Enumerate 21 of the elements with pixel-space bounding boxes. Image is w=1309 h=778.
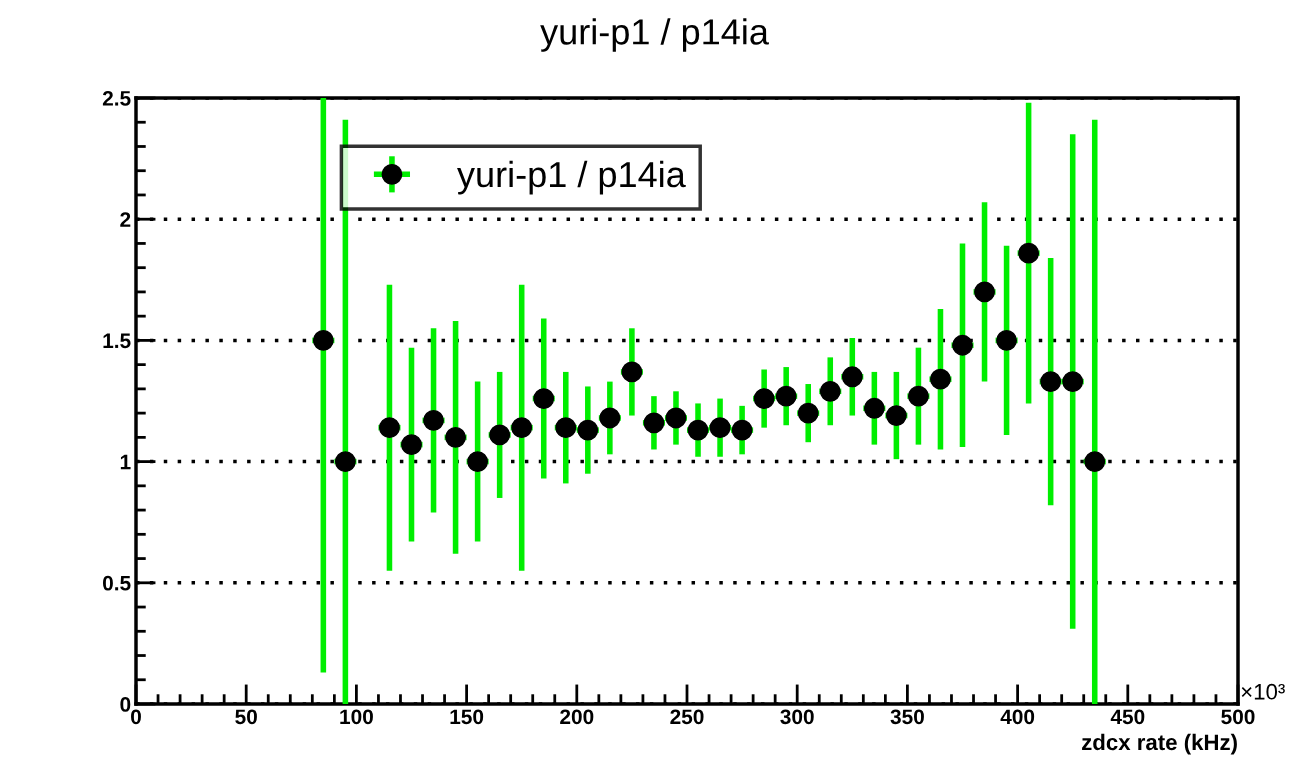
x-tick-label: 400 [1000,709,1035,725]
y-tick-label: 2 [120,212,131,227]
x-tick-label: 0 [131,709,141,725]
legend-label: yuri-p1 / p14ia [457,160,686,195]
chart-title: yuri-p1 / p14ia [540,18,769,52]
x-tick-label: 350 [890,709,924,725]
y-tick-label: 0 [120,697,131,712]
x-tick-label: 250 [670,709,704,725]
y-tick-label: 1.5 [103,333,131,349]
x-tick-label: 50 [235,709,257,725]
x-axis-title: zdcx rate (kHz) [1082,733,1237,755]
y-tick-label: 0.5 [103,575,131,591]
x-tick-label: 150 [450,709,484,725]
text: ×10³ [1241,683,1285,700]
x-tick-label: 500 [1221,709,1255,725]
x-tick-label: 450 [1110,709,1145,725]
y-tick-label: 2.5 [102,91,131,106]
x-tick-label: 300 [780,709,814,725]
x-tick-label: 100 [340,709,373,725]
y-tick-label: 1 [120,454,131,470]
x-tick-label: 200 [560,709,594,725]
